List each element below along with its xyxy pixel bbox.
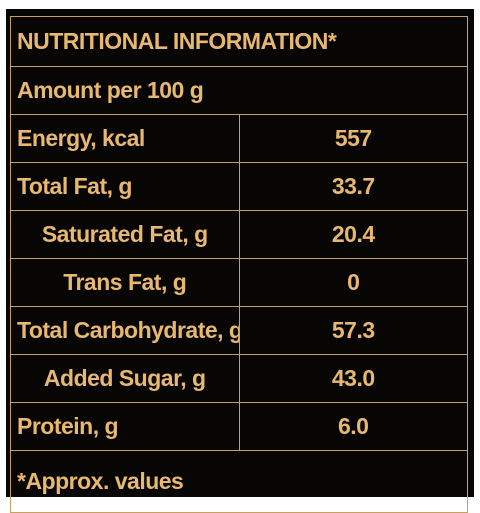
nutrient-name: Protein, g [10,402,240,451]
nutrient-row-protein: Protein, g 6.0 [10,402,468,451]
nutrient-name: Total Carbohydrate, g [10,306,240,355]
footnote-row: *Approx. values [10,450,468,513]
nutrient-name: Added Sugar, g [10,354,240,403]
nutrient-row-added-sugar: Added Sugar, g 43.0 [10,354,468,403]
nutrient-name: Total Fat, g [10,162,240,211]
nutrient-value: 33.7 [238,162,468,211]
nutrient-name: Energy, kcal [10,114,240,163]
nutrient-row-saturated-fat: Saturated Fat, g 20.4 [10,210,468,259]
nutrient-row-total-fat: Total Fat, g 33.7 [10,162,468,211]
nutrient-row-trans-fat: Trans Fat, g 0 [10,258,468,307]
nutrient-value: 20.4 [238,210,468,259]
nutrient-value: 43.0 [238,354,468,403]
footnote: *Approx. values [10,450,468,513]
nutrient-value: 6.0 [238,402,468,451]
nutrient-row-total-carbohydrate: Total Carbohydrate, g 57.3 [10,306,468,355]
nutrient-name: Trans Fat, g [10,258,240,307]
label-title: NUTRITIONAL INFORMATION* [10,16,468,67]
nutrient-row-energy: Energy, kcal 557 [10,114,468,163]
title-row: NUTRITIONAL INFORMATION* [10,16,468,67]
nutrient-value: 557 [238,114,468,163]
serving-size: Amount per 100 g [10,66,468,115]
nutrient-name: Saturated Fat, g [10,210,240,259]
nutrition-table: NUTRITIONAL INFORMATION* Amount per 100 … [10,16,468,513]
nutrient-value: 0 [238,258,468,307]
nutrient-value: 57.3 [238,306,468,355]
serving-row: Amount per 100 g [10,66,468,115]
